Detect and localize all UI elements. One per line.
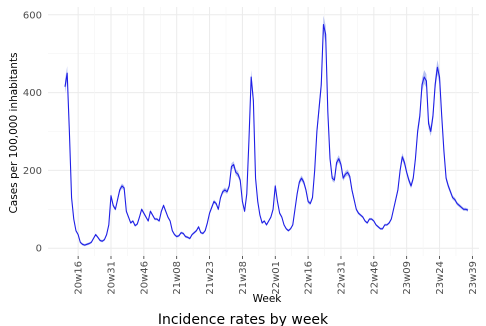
x-tick-label: 23w39 <box>468 261 479 295</box>
y-tick-label: 600 <box>23 10 42 21</box>
x-tick-labels: 20w16 20w31 20w46 21w08 21w23 21w38 22w01 22w16… <box>74 256 479 295</box>
series-line <box>64 23 469 246</box>
y-tick-label: 0 <box>36 244 42 255</box>
chart-caption: Incidence rates by week <box>158 312 329 326</box>
x-tick-label: 22w01 <box>271 261 282 295</box>
x-tick-label: 21w23 <box>205 261 216 295</box>
x-tick-label: 20w16 <box>74 261 85 295</box>
x-axis-title: Week <box>253 293 283 305</box>
y-tick-labels: 0 200 400 600 <box>23 10 42 254</box>
confidence-band-layer <box>65 15 468 247</box>
x-tick-label: 20w46 <box>139 261 150 295</box>
x-tick-label: 22w31 <box>336 261 347 295</box>
x-tick-label: 23w24 <box>435 261 446 295</box>
x-tick-label: 22w46 <box>369 261 380 295</box>
grid <box>48 7 479 256</box>
x-tick-label: 21w08 <box>172 261 183 295</box>
y-tick-label: 400 <box>23 88 42 99</box>
x-tick-label: 22w16 <box>304 261 315 295</box>
series-line-layer <box>64 23 469 246</box>
x-tick-label: 21w38 <box>238 261 249 295</box>
x-tick-label: 20w31 <box>106 261 117 295</box>
x-tick-label: 23w09 <box>402 261 413 295</box>
confidence-band <box>65 15 468 247</box>
y-axis-title: Cases per 100,000 inhabitants <box>8 52 20 213</box>
y-tick-label: 200 <box>23 166 42 177</box>
